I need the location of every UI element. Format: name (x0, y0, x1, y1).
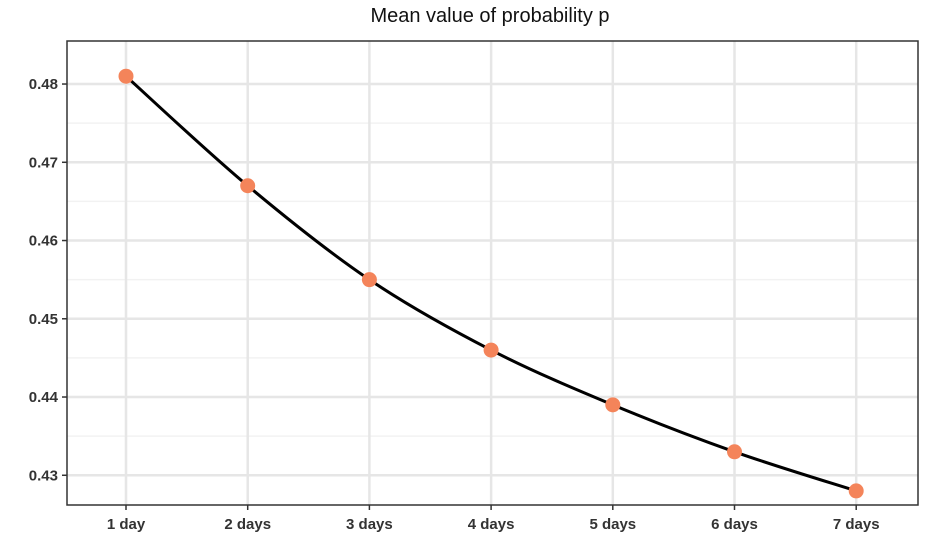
minor-grid (67, 122, 918, 437)
data-point (361, 272, 377, 288)
y-tick-label: 0.47 (29, 154, 58, 171)
x-tick-label: 7 days (833, 516, 880, 533)
data-point (240, 178, 256, 194)
y-axis: 0.43 0.44 0.45 0.46 0.47 0.48 (29, 76, 67, 484)
data-point (848, 483, 864, 499)
y-tick-label: 0.43 (29, 467, 58, 484)
y-tick-label: 0.48 (29, 76, 58, 93)
plot-frame (66, 40, 919, 506)
data-point (483, 342, 499, 358)
x-tick-label: 6 days (711, 516, 758, 533)
data-points (118, 68, 864, 499)
x-tick-label: 1 day (107, 516, 146, 533)
x-tick-label: 5 days (589, 516, 636, 533)
y-tick-label: 0.44 (29, 389, 59, 406)
x-axis: 1 day 2 days 3 days 4 days 5 days 6 days 7 day… (107, 505, 880, 533)
data-point (727, 444, 742, 460)
x-tick-label: 3 days (346, 516, 393, 533)
y-tick-label: 0.45 (29, 311, 58, 328)
data-point (605, 397, 621, 413)
y-tick-label: 0.46 (29, 233, 58, 250)
x-tick-label: 4 days (468, 516, 515, 533)
chart-title: Mean value of probability p (370, 5, 609, 27)
x-tick-label: 2 days (224, 516, 271, 533)
data-point (118, 68, 134, 84)
